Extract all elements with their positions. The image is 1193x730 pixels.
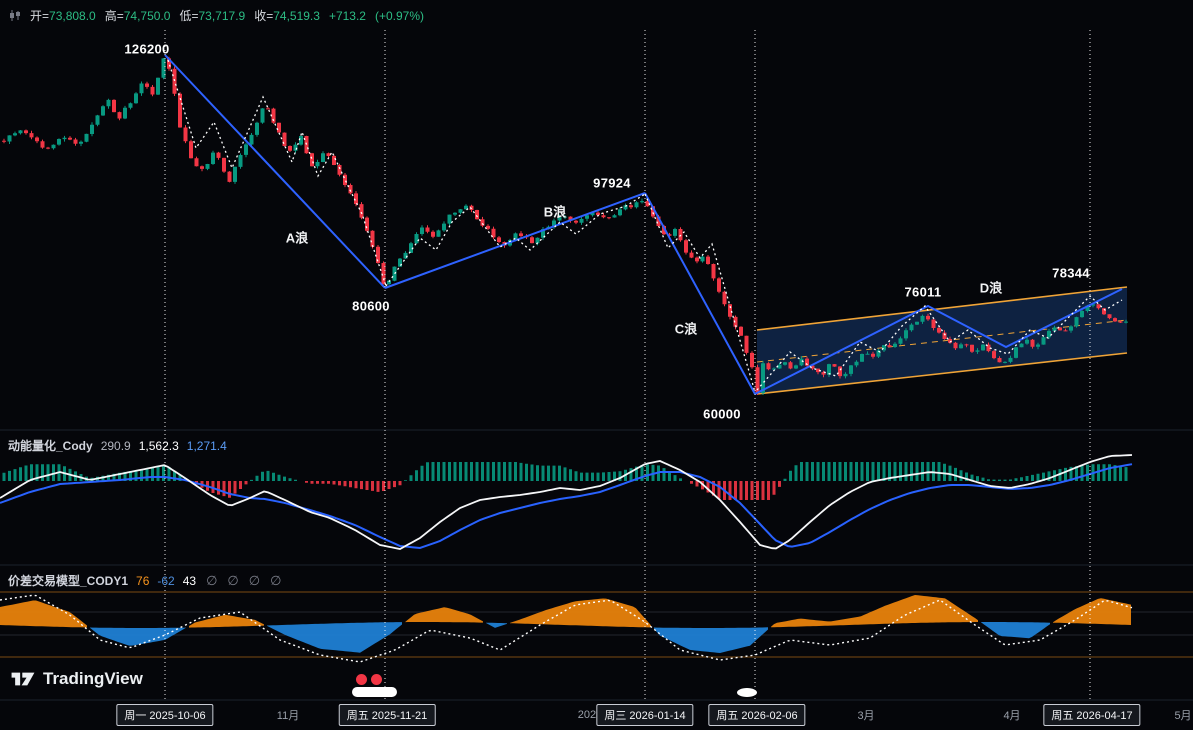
empty-circle-icon: ∅ xyxy=(248,572,261,588)
momentum-value-1: 290.9 xyxy=(100,438,131,453)
spread-ribbon-blue xyxy=(654,627,768,653)
momentum-value-3: 1,271.4 xyxy=(186,438,227,453)
empty-circle-icon: ∅ xyxy=(227,572,239,588)
drawing-move-handle[interactable] xyxy=(737,688,757,697)
spread-ribbon-orange xyxy=(771,595,978,628)
date-anchor-label[interactable]: 周五 2025-11-21 xyxy=(338,704,436,726)
ohlc-close: 收=74,519.3 xyxy=(254,9,320,23)
spread-ribbon-orange xyxy=(510,598,651,628)
price-annotation-label[interactable]: 126200 xyxy=(124,41,170,57)
empty-circle-icon: ∅ xyxy=(206,572,218,588)
spread-ribbon-orange xyxy=(0,600,87,628)
ohlc-change: +713.2 xyxy=(328,8,366,23)
channel-line[interactable] xyxy=(756,352,1128,395)
momentum-histogram-up xyxy=(2,462,1128,481)
momentum-value-2: 1,562.3 xyxy=(138,438,179,453)
elliott-wave-label[interactable]: D浪 xyxy=(979,280,1003,296)
red-anchor-dot[interactable] xyxy=(371,674,382,685)
spread-indicator-title: 价差交易模型_CODY1 xyxy=(8,574,129,588)
drawing-move-handle[interactable] xyxy=(352,687,397,697)
tradingview-mark-icon xyxy=(10,669,36,689)
momentum-fast-line xyxy=(0,454,1133,550)
spread-indicator-legend[interactable]: 价差交易模型_CODY1 76 -62 43 ∅ ∅ ∅ ∅ xyxy=(8,572,281,589)
d-wave-channel-fill xyxy=(757,287,1127,394)
drawing-anchor-dots[interactable] xyxy=(356,674,382,685)
ohlc-high: 高=74,750.0 xyxy=(104,9,171,23)
price-annotation-label[interactable]: 60000 xyxy=(703,406,741,422)
tradingview-brand-text: TradingView xyxy=(43,669,143,688)
date-anchor-label[interactable]: 周五 2026-04-17 xyxy=(1043,704,1141,726)
down-candle-bodies xyxy=(2,58,1123,394)
elliott-wave-line[interactable] xyxy=(644,192,756,395)
elliott-wave-line[interactable] xyxy=(754,288,1123,395)
spread-signal-dotted-line xyxy=(0,594,1133,663)
axis-month-label: 3月 xyxy=(857,710,875,722)
axis-month-label: 11月 xyxy=(276,710,300,722)
spread-ribbon-blue xyxy=(90,627,186,646)
price-annotation-label[interactable]: 80600 xyxy=(352,298,390,314)
axis-month-label: 2026 xyxy=(577,709,603,721)
ohlc-change-pct: (+0.97%) xyxy=(374,8,425,23)
date-anchor-label[interactable]: 周一 2025-10-06 xyxy=(116,704,214,726)
price-annotation-label[interactable]: 97924 xyxy=(593,175,631,191)
momentum-indicator-legend[interactable]: 动能量化_Cody 290.9 1,562.3 1,271.4 xyxy=(8,437,227,454)
elliott-wave-label[interactable]: B浪 xyxy=(543,204,567,220)
channel-line[interactable] xyxy=(756,286,1128,331)
spread-value-3: 43 xyxy=(182,573,197,588)
ohlc-legend[interactable]: 开=73,808.0 高=74,750.0 低=73,717.9 收=74,51… xyxy=(8,7,424,24)
spread-ribbon-blue xyxy=(981,622,1050,639)
axis-month-label: 5月 xyxy=(1174,710,1192,722)
date-anchor-label[interactable]: 周五 2026-02-06 xyxy=(708,704,806,726)
tradingview-logo[interactable]: TradingView xyxy=(10,669,143,689)
red-anchor-dot[interactable] xyxy=(356,674,367,685)
elliott-wave-line[interactable] xyxy=(384,192,646,289)
price-annotation-label[interactable]: 78344 xyxy=(1052,265,1090,281)
spread-ribbon-blue xyxy=(486,622,507,628)
spread-value-2: -62 xyxy=(157,573,175,588)
date-anchor-label[interactable]: 周三 2026-01-14 xyxy=(596,704,694,726)
spread-value-1: 76 xyxy=(136,573,150,588)
spread-ribbon-orange xyxy=(1053,598,1131,625)
dotted-zigzag-line[interactable] xyxy=(644,193,756,393)
spread-ribbon-orange xyxy=(405,607,483,623)
elliott-wave-line[interactable] xyxy=(164,54,386,289)
elliott-wave-label[interactable]: C浪 xyxy=(674,321,698,337)
elliott-wave-label[interactable]: A浪 xyxy=(285,230,309,246)
price-annotation-label[interactable]: 76011 xyxy=(904,284,942,300)
candlestick-icon xyxy=(8,9,21,22)
empty-circle-icon: ∅ xyxy=(270,572,282,588)
axis-month-label: 4月 xyxy=(1003,710,1021,722)
momentum-indicator-title: 动能量化_Cody xyxy=(8,439,93,453)
ohlc-open: 开=73,808.0 xyxy=(30,9,96,23)
spread-ribbon-orange xyxy=(189,614,264,628)
dotted-zigzag-line[interactable] xyxy=(756,295,1123,391)
spread-ribbon-blue xyxy=(267,622,402,653)
ohlc-low: 低=73,717.9 xyxy=(179,9,246,23)
channel-midline[interactable] xyxy=(756,319,1128,363)
